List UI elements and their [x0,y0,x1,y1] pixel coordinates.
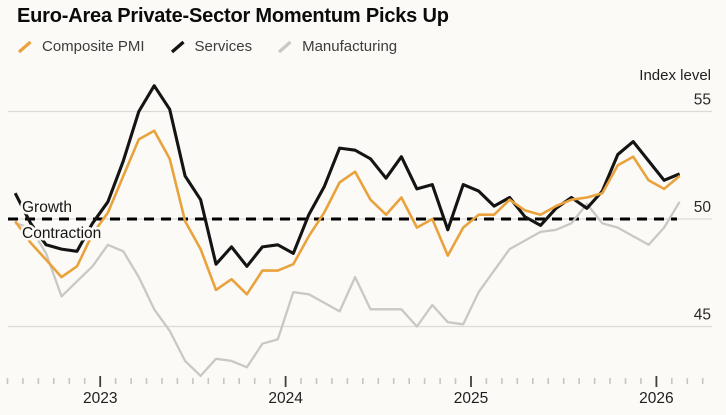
x-axis-label-2026: 2026 [639,390,673,407]
legend-item-services: Services [170,38,253,55]
series-line-services [13,84,681,268]
y-axis-title: Index level [639,67,711,84]
legend-label-manufacturing: Manufacturing [302,38,398,55]
chart-title: Euro-Area Private-Sector Momentum Picks … [17,5,449,27]
x-axis-label-2023: 2023 [83,390,117,407]
composite-pmi-line-swatch-icon [17,40,32,53]
series-line-composite-pmi [14,129,681,296]
y-tick-label-45: 45 [694,307,711,324]
legend-label-composite-pmi: Composite PMI [42,38,145,55]
chart-legend: Composite PMI Services Manufacturing [17,38,397,55]
x-axis-label-2025: 2025 [454,390,488,407]
y-tick-label-55: 55 [694,92,711,109]
legend-item-manufacturing: Manufacturing [277,38,397,55]
legend-label-services: Services [194,38,253,55]
growth-label: Growth [22,199,72,216]
y-tick-label-50: 50 [694,199,712,216]
legend-item-composite-pmi: Composite PMI [17,38,145,55]
contraction-label: Contraction [22,225,101,242]
manufacturing-line-swatch-icon [278,40,292,53]
x-axis-label-2024: 2024 [268,390,303,407]
services-line-swatch-icon [170,40,185,53]
series-line-manufacturing [14,201,681,378]
